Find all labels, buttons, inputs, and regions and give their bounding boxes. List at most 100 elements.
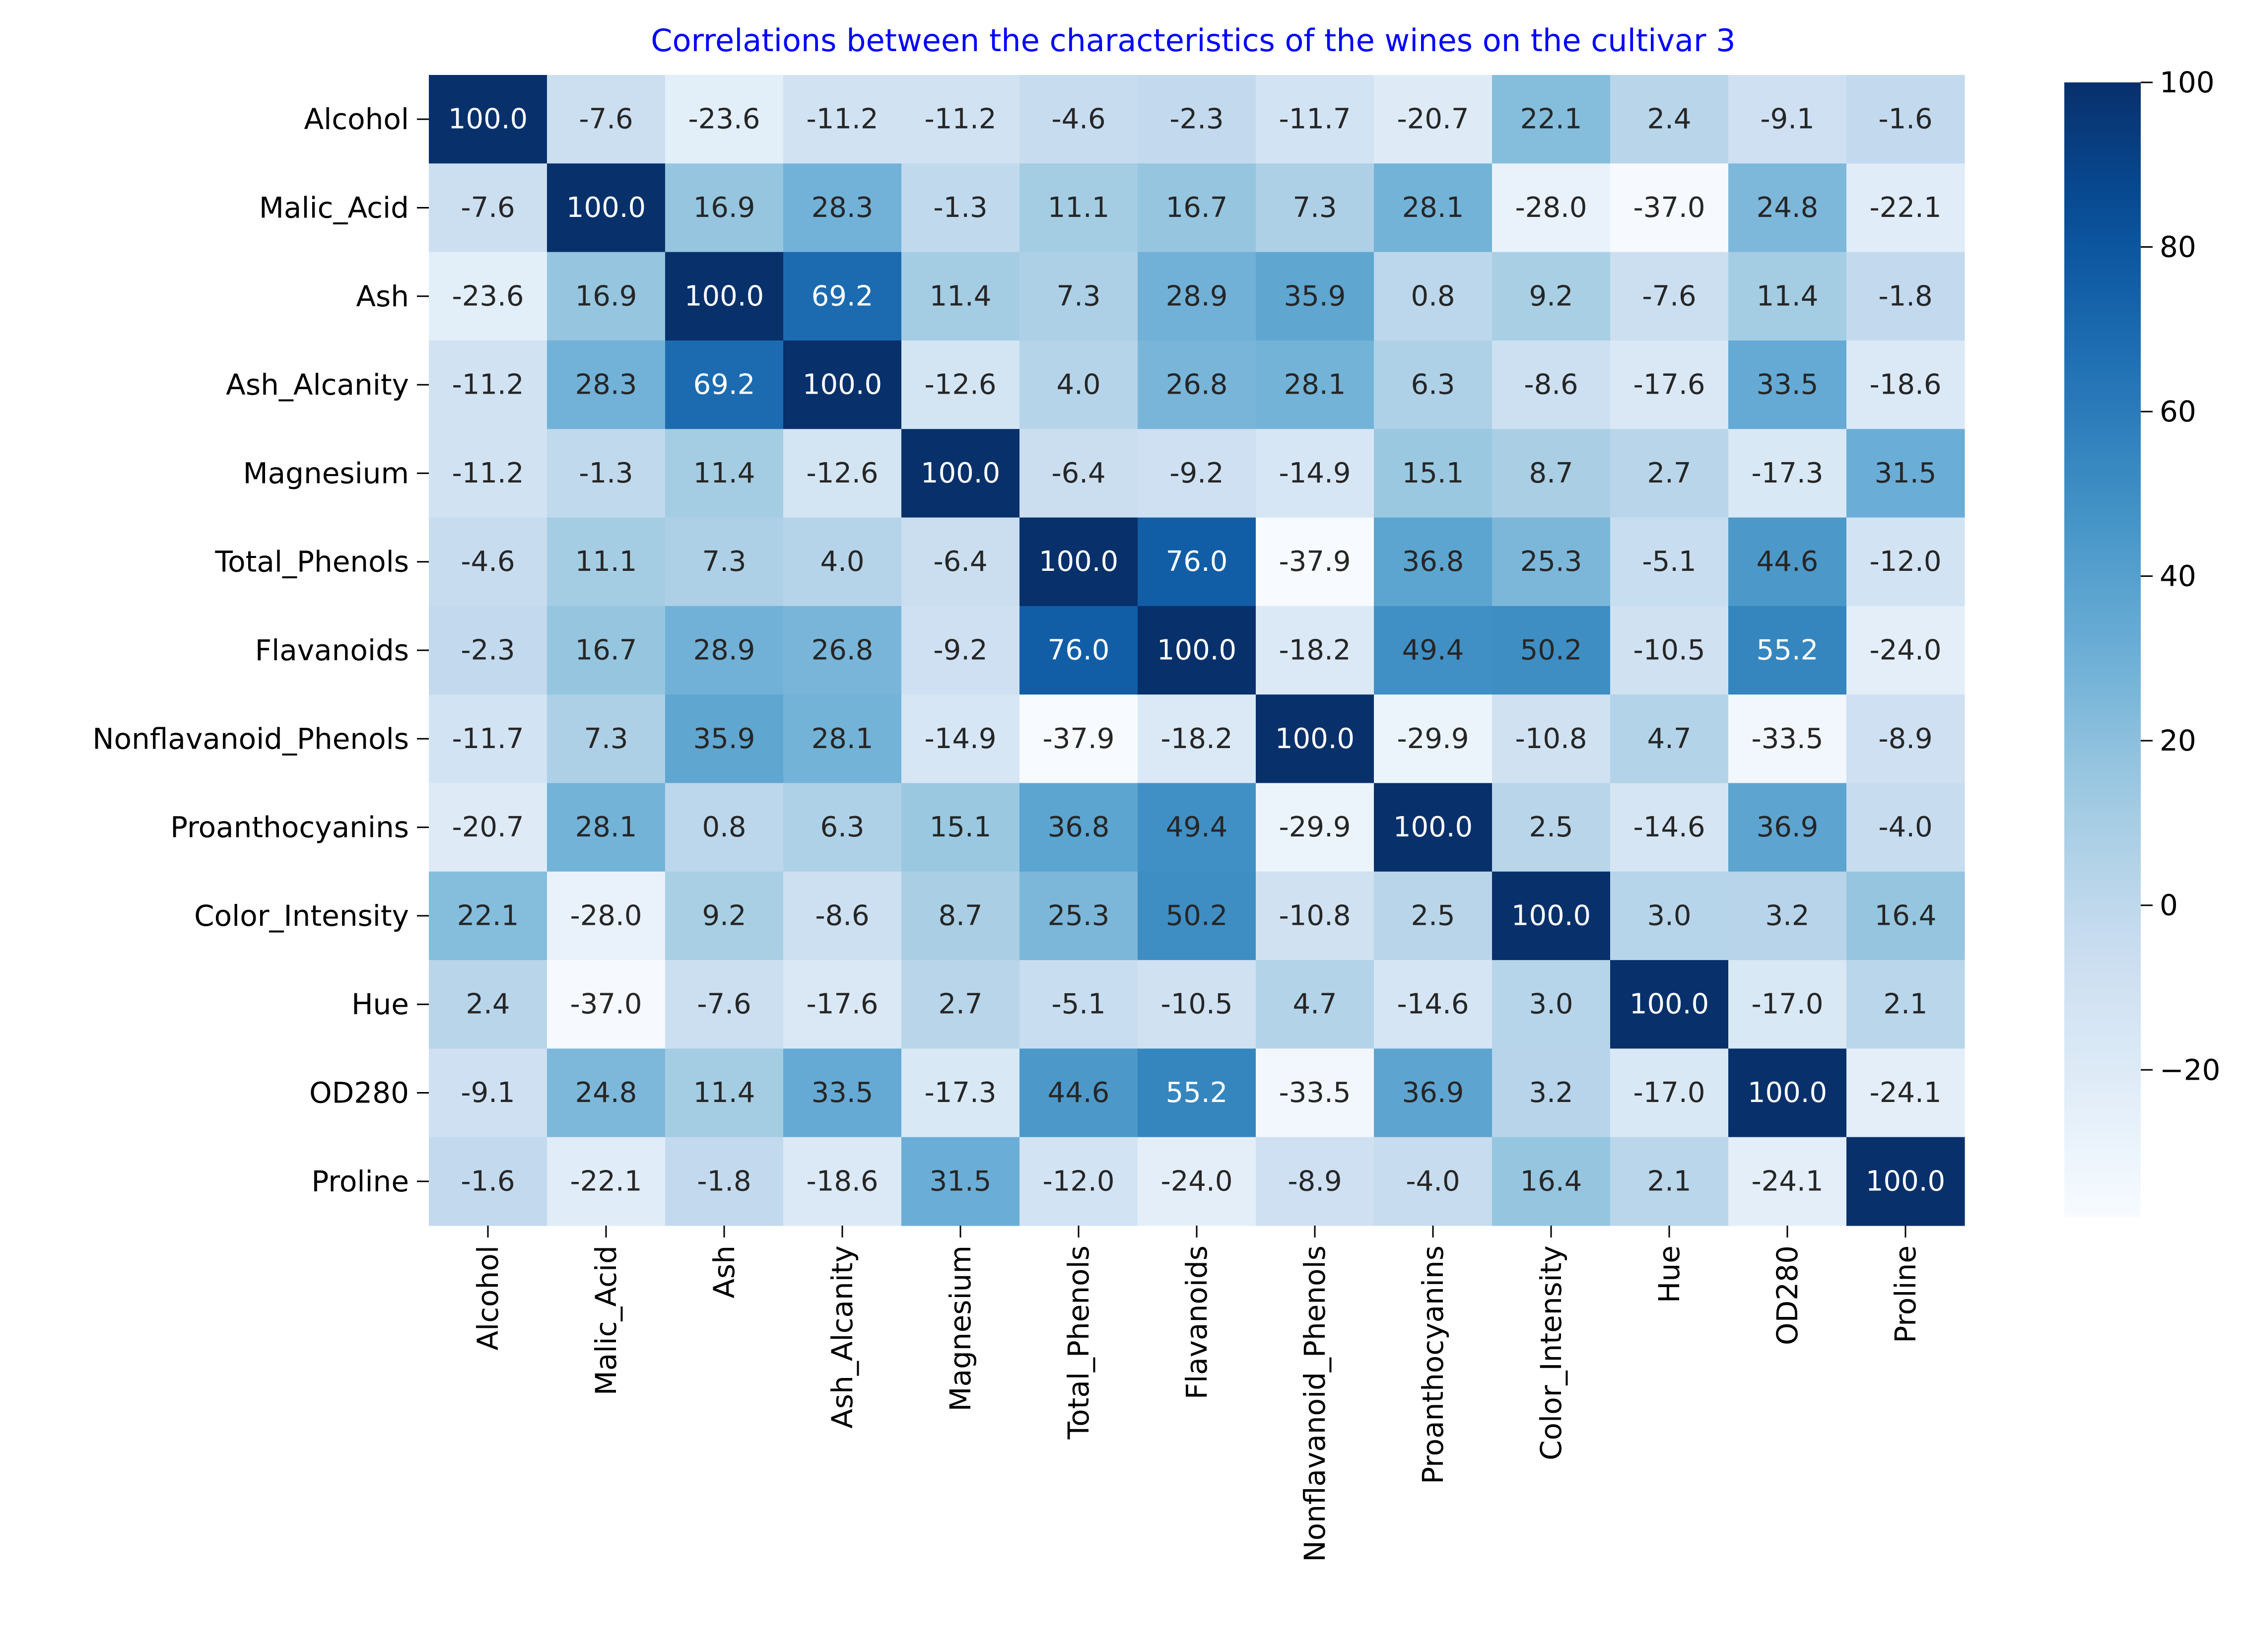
heatmap-cell bbox=[1256, 606, 1374, 695]
heatmap-cell bbox=[1846, 429, 1965, 518]
cell-value-label: -37.0 bbox=[1633, 192, 1705, 224]
y-tick-label: Ash_Alcanity bbox=[226, 368, 409, 402]
heatmap-cell bbox=[1728, 517, 1847, 607]
heatmap-cell bbox=[783, 606, 902, 695]
cell-value-label: -17.6 bbox=[1633, 369, 1705, 401]
cell-value-label: 8.7 bbox=[1529, 457, 1573, 489]
colorbar-tick-label: 20 bbox=[2160, 724, 2196, 757]
cell-value-label: 36.9 bbox=[1402, 1077, 1464, 1109]
cell-value-label: 28.3 bbox=[812, 192, 874, 224]
heatmap-cell bbox=[1256, 960, 1374, 1049]
heatmap-cell bbox=[783, 1137, 902, 1226]
cell-value-label: -9.2 bbox=[1169, 457, 1223, 489]
heatmap-cell bbox=[1728, 340, 1847, 429]
heatmap-cell bbox=[783, 694, 902, 784]
heatmap-cell bbox=[1610, 429, 1729, 518]
heatmap-cell bbox=[1374, 960, 1493, 1049]
cell-value-label: -12.0 bbox=[1043, 1165, 1115, 1197]
cell-value-label: 7.3 bbox=[584, 723, 628, 755]
heatmap-cell bbox=[901, 606, 1020, 695]
cell-value-label: 100.0 bbox=[1866, 1165, 1945, 1197]
heatmap-cell bbox=[1846, 163, 1965, 253]
heatmap-cell bbox=[1728, 429, 1847, 518]
cell-value-label: 28.3 bbox=[575, 369, 637, 401]
heatmap-cell bbox=[1610, 517, 1729, 607]
heatmap-cell bbox=[1138, 694, 1256, 784]
y-tick-label: Malic_Acid bbox=[259, 191, 409, 224]
heatmap-cell bbox=[1846, 606, 1965, 695]
cell-value-label: 50.2 bbox=[1166, 899, 1228, 932]
heatmap-cell bbox=[1138, 606, 1256, 695]
cell-value-label: -17.0 bbox=[1752, 988, 1824, 1021]
heatmap-cell bbox=[1846, 1048, 1965, 1138]
heatmap-cell bbox=[1256, 340, 1374, 429]
heatmap-cell bbox=[1492, 1137, 1611, 1226]
heatmap-cell bbox=[783, 163, 902, 253]
cell-value-label: 100.0 bbox=[1630, 988, 1709, 1021]
heatmap-cell bbox=[1019, 252, 1138, 341]
heatmap-cell bbox=[1610, 694, 1729, 784]
heatmap-cell bbox=[1492, 429, 1611, 518]
heatmap-cell bbox=[1846, 340, 1965, 429]
heatmap-cell bbox=[429, 429, 547, 518]
heatmap-cell bbox=[901, 429, 1020, 518]
cell-value-label: 6.3 bbox=[820, 811, 864, 843]
y-tick-label: Proanthocyanins bbox=[170, 811, 409, 844]
cell-value-label: -29.9 bbox=[1279, 811, 1351, 843]
colorbar-tick-label: 80 bbox=[2160, 230, 2196, 264]
heatmap-cell bbox=[1019, 429, 1138, 518]
cell-value-label: 55.2 bbox=[1757, 634, 1819, 667]
heatmap-cell bbox=[1492, 783, 1611, 872]
heatmap-cell bbox=[783, 429, 902, 518]
heatmap-cell bbox=[901, 694, 1020, 784]
heatmap-cell bbox=[547, 1048, 666, 1138]
x-tick-label: Total_Phenols bbox=[1062, 1245, 1095, 1440]
heatmap-cell bbox=[1610, 871, 1729, 961]
cell-value-label: -18.6 bbox=[807, 1165, 879, 1197]
heatmap-cell bbox=[1492, 871, 1611, 961]
cell-value-label: 69.2 bbox=[693, 369, 755, 401]
heatmap-cell bbox=[1492, 163, 1611, 253]
cell-value-label: -33.5 bbox=[1279, 1077, 1351, 1109]
cell-value-label: 100.0 bbox=[448, 103, 528, 136]
heatmap-cell bbox=[1728, 694, 1847, 784]
cell-value-label: 4.7 bbox=[1647, 723, 1691, 755]
heatmap-cell bbox=[901, 871, 1020, 961]
heatmap-cell bbox=[1374, 871, 1493, 961]
heatmap-cell bbox=[783, 871, 902, 961]
heatmap-cell bbox=[547, 252, 666, 341]
heatmap-cell bbox=[1728, 960, 1847, 1049]
cell-value-label: -9.1 bbox=[461, 1077, 515, 1109]
heatmap-cell bbox=[429, 871, 547, 961]
heatmap-cell bbox=[783, 340, 902, 429]
heatmap-cell bbox=[1019, 75, 1138, 164]
heatmap-cell bbox=[1138, 960, 1256, 1049]
cell-value-label: 31.5 bbox=[1875, 457, 1937, 489]
y-tick-label: Alcohol bbox=[304, 102, 409, 136]
heatmap-cell bbox=[901, 1048, 1020, 1138]
cell-value-label: -1.6 bbox=[1878, 103, 1932, 136]
cell-value-label: 28.1 bbox=[575, 811, 637, 843]
heatmap-cell bbox=[1846, 252, 1965, 341]
heatmap-cell bbox=[1846, 871, 1965, 961]
cell-value-label: -17.0 bbox=[1633, 1077, 1705, 1109]
cell-value-label: -1.8 bbox=[697, 1165, 751, 1197]
heatmap-cell bbox=[547, 871, 666, 961]
heatmap-cell bbox=[783, 1048, 902, 1138]
heatmap-cell bbox=[1846, 1137, 1965, 1226]
cell-value-label: -17.3 bbox=[925, 1077, 997, 1109]
heatmap-cell bbox=[1019, 783, 1138, 872]
heatmap-cell bbox=[547, 75, 666, 164]
heatmap-cell bbox=[901, 163, 1020, 253]
heatmap-cell bbox=[547, 960, 666, 1049]
cell-value-label: -7.6 bbox=[697, 988, 751, 1021]
heatmap-cell bbox=[665, 517, 784, 607]
chart-title: Correlations between the characteristics… bbox=[651, 22, 1735, 59]
heatmap-cell bbox=[1846, 517, 1965, 607]
cell-value-label: 50.2 bbox=[1520, 634, 1582, 667]
cell-value-label: -8.6 bbox=[1524, 369, 1578, 401]
cell-value-label: -4.0 bbox=[1878, 811, 1932, 843]
cell-value-label: 2.1 bbox=[1883, 988, 1927, 1021]
heatmap-cell bbox=[1492, 606, 1611, 695]
heatmap-cell bbox=[1019, 517, 1138, 607]
